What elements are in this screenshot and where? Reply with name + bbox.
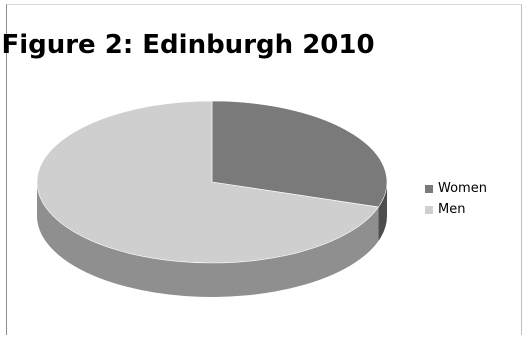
pie-sides: [37, 182, 387, 297]
legend-label-men: Men: [438, 202, 466, 217]
pie-slices: [36, 100, 388, 264]
legend-label-women: Women: [438, 181, 487, 196]
pie-slice-women: [211, 100, 388, 208]
legend-swatch-men: [425, 205, 433, 214]
pie-side-men: [37, 182, 379, 297]
legend-item-men: Men: [425, 199, 487, 220]
legend-swatch-women: [425, 184, 433, 193]
chart-title: Figure 2: Edinburgh 2010: [1, 30, 375, 60]
legend-item-women: Women: [425, 178, 487, 199]
legend: Women Men: [425, 178, 487, 220]
pie-side-women: [378, 182, 387, 242]
pie-slice-men: [36, 100, 379, 264]
